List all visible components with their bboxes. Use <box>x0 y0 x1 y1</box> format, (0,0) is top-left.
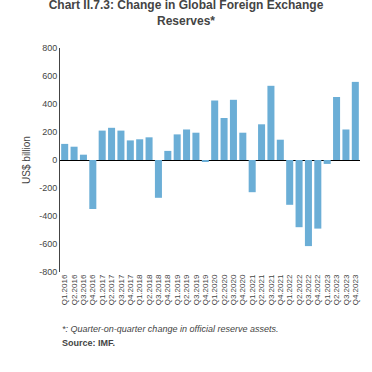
svg-text:Q2.2021: Q2.2021 <box>257 274 266 305</box>
svg-text:Q2.2017: Q2.2017 <box>107 274 116 305</box>
svg-text:Q2.2023: Q2.2023 <box>332 274 341 305</box>
svg-text:Source: IMF.: Source: IMF. <box>62 338 115 348</box>
svg-text:Q1.2020: Q1.2020 <box>210 274 219 305</box>
svg-text:Q4.2021: Q4.2021 <box>276 274 285 305</box>
svg-text:-200: -200 <box>39 183 57 193</box>
svg-text:Chart II.7.3: Change in Global: Chart II.7.3: Change in Global Foreign E… <box>49 0 324 28</box>
svg-text:Q3.2020: Q3.2020 <box>229 274 238 305</box>
svg-text:Q4.2020: Q4.2020 <box>238 274 247 305</box>
svg-text:Q4.2022: Q4.2022 <box>313 274 322 305</box>
svg-text:Q4.2019: Q4.2019 <box>201 274 210 305</box>
svg-text:-800: -800 <box>39 267 57 277</box>
svg-text:Q4.2016: Q4.2016 <box>88 274 97 305</box>
svg-text:Q2.2019: Q2.2019 <box>182 274 191 305</box>
svg-text:Q3.2022: Q3.2022 <box>304 274 313 305</box>
svg-text:Q1.2019: Q1.2019 <box>173 274 182 305</box>
svg-text:-400: -400 <box>39 211 57 221</box>
svg-text:400: 400 <box>42 99 57 109</box>
svg-text:Q1.2017: Q1.2017 <box>98 274 107 305</box>
svg-text:Q2.2016: Q2.2016 <box>70 274 79 305</box>
svg-text:-600: -600 <box>39 239 57 249</box>
svg-text:Q3.2021: Q3.2021 <box>267 274 276 305</box>
svg-text:Q1.2023: Q1.2023 <box>323 274 332 305</box>
svg-text:Q1.2018: Q1.2018 <box>135 274 144 305</box>
svg-text:Q2.2018: Q2.2018 <box>145 274 154 305</box>
svg-text:Q4.2018: Q4.2018 <box>163 274 172 305</box>
svg-text:Q2.2020: Q2.2020 <box>220 274 229 305</box>
svg-text:Q3.2017: Q3.2017 <box>117 274 126 305</box>
svg-text:Q3.2018: Q3.2018 <box>154 274 163 305</box>
svg-text:*: Quarter-on-quarter change i: *: Quarter-on-quarter change in official… <box>62 324 278 334</box>
svg-text:800: 800 <box>42 43 57 53</box>
svg-text:600: 600 <box>42 71 57 81</box>
svg-text:Q4.2023: Q4.2023 <box>351 274 360 305</box>
svg-text:0: 0 <box>52 155 57 165</box>
svg-text:Q3.2016: Q3.2016 <box>79 274 88 305</box>
svg-text:Q4.2017: Q4.2017 <box>126 274 135 305</box>
svg-text:Q2.2022: Q2.2022 <box>295 274 304 305</box>
svg-text:Q1.2021: Q1.2021 <box>248 274 257 305</box>
svg-text:Q1.2016: Q1.2016 <box>60 274 69 305</box>
svg-text:Q1.2022: Q1.2022 <box>285 274 294 305</box>
svg-text:US$ billion: US$ billion <box>21 136 32 184</box>
svg-text:Q3.2019: Q3.2019 <box>192 274 201 305</box>
svg-text:200: 200 <box>42 127 57 137</box>
svg-text:Q3.2023: Q3.2023 <box>342 274 351 305</box>
